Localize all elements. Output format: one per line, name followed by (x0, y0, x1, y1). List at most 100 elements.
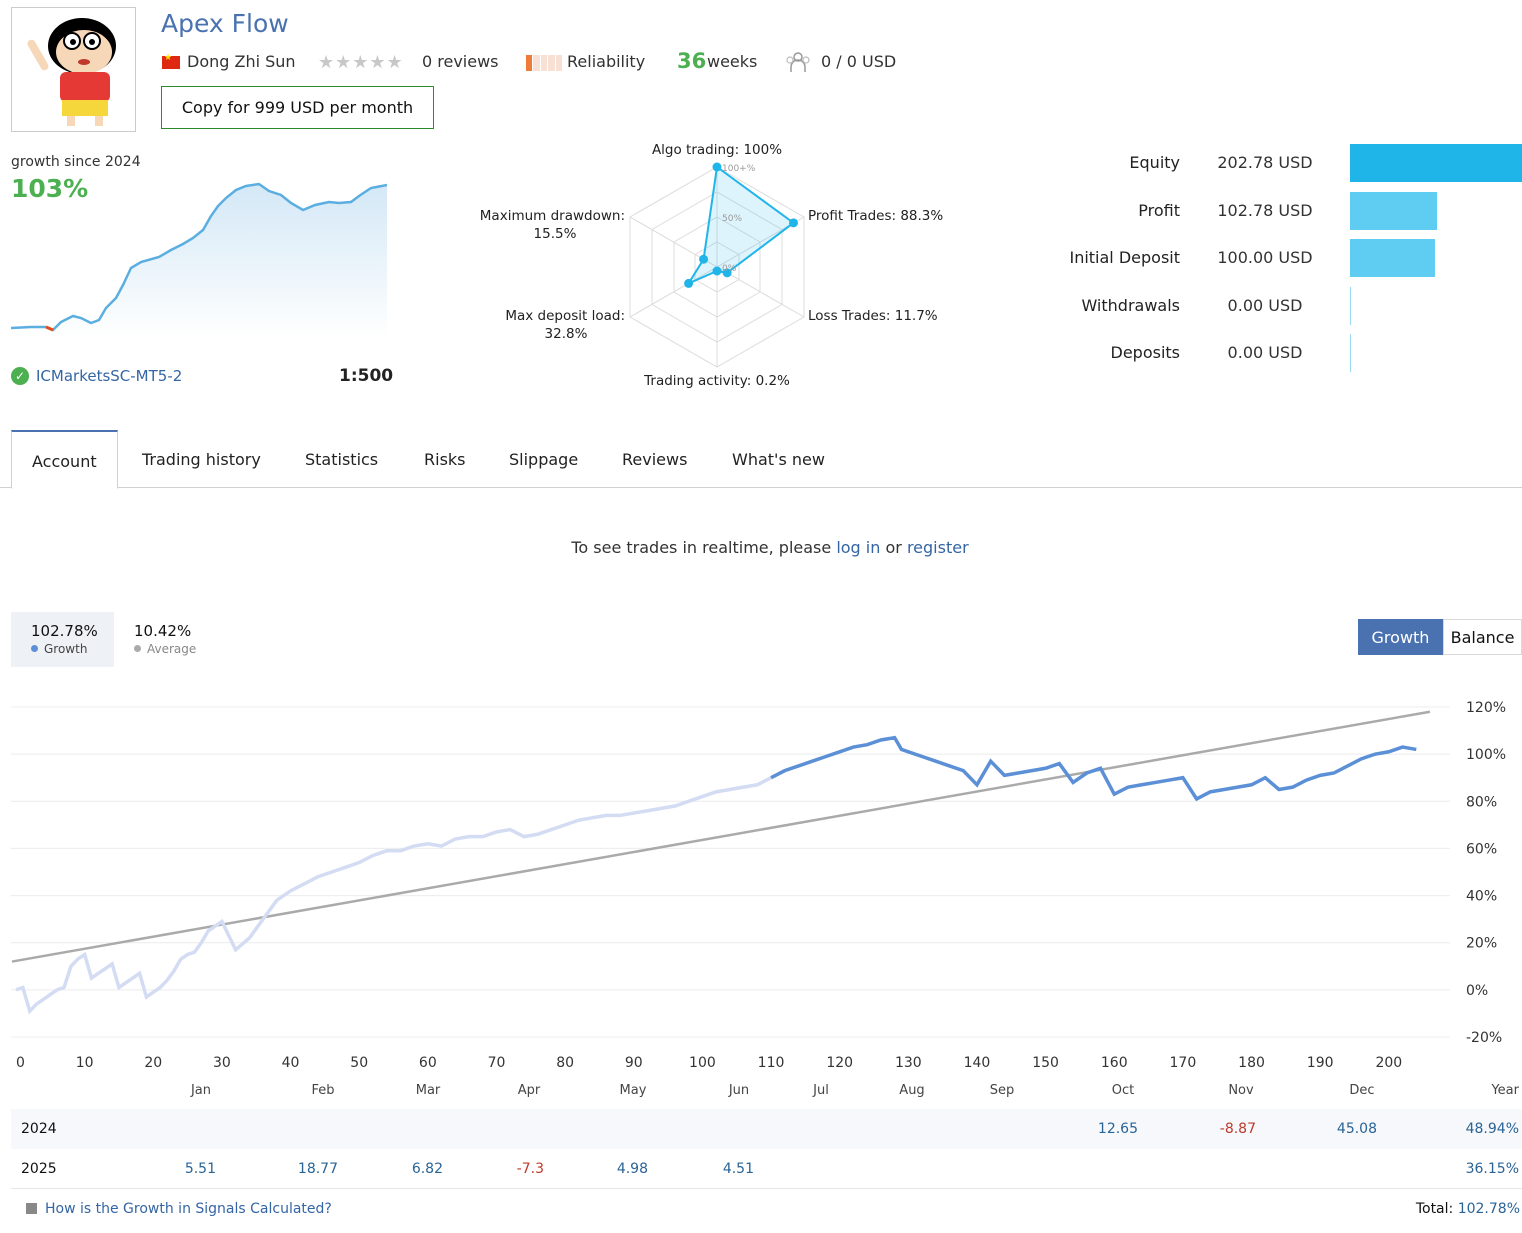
summary-label-4: Deposits (1110, 343, 1181, 362)
tab-account[interactable]: Account (11, 430, 118, 489)
y-tick-label: 20% (1466, 936, 1497, 952)
rating-stars[interactable]: ★★★★★ (318, 52, 404, 73)
month-header: May (619, 1083, 647, 1098)
summary-bar-4 (1350, 334, 1351, 372)
radar-tick-0: 0% (722, 264, 737, 274)
total-value: 102.78% (1457, 1201, 1520, 1217)
radar-point-load (684, 278, 694, 288)
month-value: 12.65 (1097, 1121, 1138, 1137)
author-name[interactable]: Dong Zhi Sun (187, 52, 296, 71)
average-stat[interactable]: 10.42% Average (114, 612, 214, 667)
x-tick-label: 180 (1238, 1055, 1265, 1071)
month-value: 4.51 (722, 1161, 754, 1177)
tab-reviews[interactable]: Reviews (622, 450, 688, 469)
row-year: 2024 (21, 1121, 57, 1137)
average-stat-label: Average (134, 642, 196, 656)
chart-balance-button[interactable]: Balance (1443, 619, 1522, 655)
x-tick-label: 0 (16, 1055, 25, 1071)
chart-growth-button[interactable]: Growth (1358, 619, 1443, 655)
month-value: 6.82 (411, 1161, 443, 1177)
y-tick-label: 100% (1466, 747, 1506, 763)
verified-shield-icon: ✓ (11, 367, 29, 385)
summary-value-1: 102.78 USD (1217, 200, 1313, 220)
radar-label-load-value: 32.8% (545, 326, 588, 342)
radar-point-algo (712, 162, 722, 172)
flag-china-icon (162, 53, 180, 69)
summary-value-0: 202.78 USD (1217, 153, 1313, 172)
broker-server-link[interactable]: ICMarketsSC-MT5-2 (36, 367, 183, 385)
login-message: To see trades in realtime, please log in… (0, 538, 1522, 557)
tab-whats-new[interactable]: What's new (732, 450, 825, 469)
radar-point-loss (722, 268, 732, 278)
x-tick-label: 100 (689, 1055, 716, 1071)
signal-title[interactable]: Apex Flow (161, 9, 289, 38)
mini-growth-chart[interactable] (11, 180, 387, 340)
x-tick-label: 130 (895, 1055, 922, 1071)
y-tick-label: 80% (1466, 794, 1497, 810)
growth-stat-value: 102.78% (31, 622, 98, 640)
summary-bar-3 (1350, 286, 1351, 325)
radar-label-profit: Profit Trades: 88.3% (808, 208, 943, 224)
x-tick-label: 10 (76, 1055, 94, 1071)
radar-area (686, 165, 796, 286)
summary-bar-0 (1350, 144, 1522, 182)
x-tick-label: 190 (1307, 1055, 1334, 1071)
reviews-count[interactable]: 0 reviews (422, 52, 499, 71)
copy-subscribe-button[interactable]: Copy for 999 USD per month (161, 86, 434, 129)
x-tick-label: 80 (556, 1055, 574, 1071)
month-value: 4.98 (616, 1161, 648, 1177)
tab-slippage[interactable]: Slippage (509, 450, 579, 469)
tab-statistics[interactable]: Statistics (305, 450, 379, 469)
cartoon-avatar-icon (27, 18, 116, 126)
month-value: 18.77 (297, 1161, 338, 1177)
x-tick-label: 20 (144, 1055, 162, 1071)
average-stat-value: 10.42% (134, 622, 192, 640)
month-header: Oct (1111, 1083, 1135, 1098)
radar-point-drawdown (699, 254, 709, 264)
register-link[interactable]: register (906, 538, 969, 557)
radar-label-load: Max deposit load: (505, 308, 625, 324)
growth-since-label: growth since 2024 (11, 154, 141, 170)
month-header: Apr (517, 1083, 541, 1098)
month-header: Mar (415, 1083, 441, 1098)
month-header: Jun (728, 1083, 750, 1098)
tab-risks[interactable]: Risks (424, 450, 466, 469)
month-header: Year (1491, 1083, 1519, 1098)
summary-label-1: Profit (1138, 200, 1180, 220)
y-tick-label: -20% (1466, 1030, 1502, 1046)
monthly-header: Jan Feb Mar Apr May Jun Jul Aug Sep Oct Nov Dec Year (0, 1083, 1522, 1105)
month-header: Dec (1349, 1083, 1375, 1098)
x-tick-label: 200 (1375, 1055, 1402, 1071)
radar-tick-100: 100+% (722, 164, 756, 174)
radar-label-drawdown-value: 15.5% (534, 226, 577, 242)
month-value: -8.87 (1219, 1121, 1256, 1137)
total-label: Total: (1415, 1201, 1454, 1217)
weeks-label: weeks (707, 52, 758, 71)
radar-label-algo: Algo trading: 100% (652, 142, 782, 158)
month-header: Jul (813, 1083, 829, 1098)
tab-trading-history[interactable]: Trading history (142, 450, 261, 469)
x-tick-label: 40 (282, 1055, 300, 1071)
average-dot-icon (134, 645, 141, 652)
summary-label-0: Equity (1129, 153, 1180, 172)
radar-point-activity (712, 266, 722, 276)
weeks-count: 36 (677, 49, 707, 73)
total-growth: Total: 102.78% (1400, 1201, 1520, 1217)
growth-chart[interactable]: 120% 100% 80% 60% 40% 20% 0% -20% 0 10 20 30 40 50 60… (0, 690, 1522, 1075)
summary-label-3: Withdrawals (1081, 295, 1180, 315)
row-year: 2025 (21, 1161, 57, 1177)
login-link[interactable]: log in (836, 538, 881, 557)
avatar[interactable] (11, 7, 136, 132)
info-icon (26, 1203, 37, 1214)
growth-stat[interactable]: 102.78% Growth (11, 612, 114, 667)
summary-value-4: 0.00 USD (1227, 343, 1303, 362)
month-header: Nov (1228, 1083, 1254, 1098)
y-tick-label: 60% (1466, 841, 1497, 857)
growth-calculation-link[interactable]: How is the Growth in Signals Calculated? (45, 1201, 332, 1217)
reliability-bar-icon (526, 55, 563, 71)
summary-bar-1 (1350, 191, 1438, 230)
monthly-row: 2025 5.51 18.77 6.82 -7.3 4.98 4.51 36.15% (11, 1149, 1522, 1189)
radar-label-drawdown: Maximum drawdown: (480, 208, 625, 224)
y-tick-label: 40% (1466, 889, 1497, 905)
login-message-text: To see trades in realtime, please (571, 538, 832, 557)
